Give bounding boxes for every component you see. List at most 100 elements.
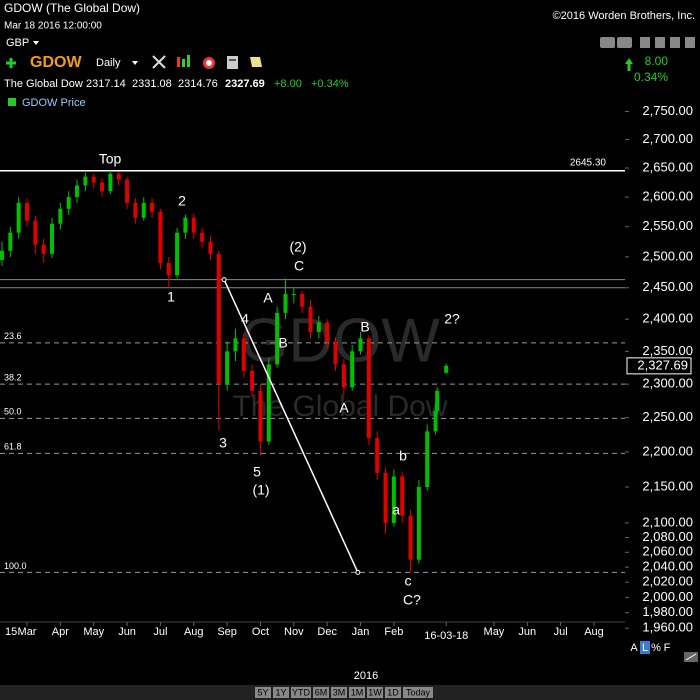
x-tick-label: 16-03-18 xyxy=(424,630,468,642)
currency-dropdown[interactable]: GBP xyxy=(6,37,29,49)
candle-body xyxy=(0,250,5,260)
candle-body xyxy=(358,338,363,352)
range-button-bg[interactable] xyxy=(367,687,383,698)
y-tick-label: 2,100.00 xyxy=(642,514,693,529)
candle-body xyxy=(58,208,63,224)
candle-body xyxy=(125,179,130,203)
wave-label: a xyxy=(392,502,400,518)
dropdown-arrow[interactable] xyxy=(132,61,138,65)
side-change-pct: 0.34% xyxy=(634,70,668,84)
range-button-bg[interactable] xyxy=(313,687,329,698)
quote-high: 2331.08 xyxy=(132,78,172,90)
candle-body xyxy=(300,293,305,307)
candle-body xyxy=(50,223,55,254)
scale-button[interactable]: L xyxy=(642,642,648,654)
last-price-box xyxy=(626,357,692,375)
range-button[interactable]: Today xyxy=(406,687,431,697)
up-arrow xyxy=(625,58,633,71)
window-buttons[interactable] xyxy=(600,37,695,48)
scale-button[interactable]: F xyxy=(664,642,671,654)
range-button-bg[interactable] xyxy=(349,687,365,698)
settings-icon[interactable] xyxy=(684,652,698,662)
range-button-bg[interactable] xyxy=(385,687,401,698)
range-button-bg[interactable] xyxy=(331,687,347,698)
wave-label: 2 xyxy=(178,193,186,209)
symbol[interactable]: GDOW xyxy=(30,54,82,71)
scale-button-bg[interactable] xyxy=(640,641,650,654)
range-button[interactable]: 1M xyxy=(351,687,364,697)
quote-change-pct: +0.34% xyxy=(311,78,349,90)
wave-label: 1 xyxy=(167,289,175,305)
y-tick-label: 1,980.00 xyxy=(642,604,693,619)
range-button-bg[interactable] xyxy=(403,687,433,698)
candle-body xyxy=(291,293,296,295)
x-tick-label: Dec xyxy=(317,626,337,638)
range-button[interactable]: YTD xyxy=(292,687,311,697)
candle-body xyxy=(433,410,438,432)
wave-label: 3 xyxy=(219,435,227,451)
trend-line xyxy=(223,279,359,573)
candle-body xyxy=(100,182,105,192)
range-button[interactable]: 1D xyxy=(387,687,399,697)
range-button[interactable]: 3M xyxy=(333,687,346,697)
add-button[interactable] xyxy=(6,58,16,68)
range-button-bg[interactable] xyxy=(291,687,311,698)
trend-anchor xyxy=(221,277,227,283)
candle-body xyxy=(150,202,155,212)
candle-body xyxy=(141,202,146,218)
year-label: 15 xyxy=(5,626,17,638)
fib-label: 100.0 xyxy=(4,561,27,571)
range-button[interactable]: 5Y xyxy=(257,687,268,697)
x-tick-label: Feb xyxy=(384,626,403,638)
candle-body xyxy=(258,390,263,442)
candle-body xyxy=(191,217,196,233)
candle-body xyxy=(341,364,346,388)
y-tick-label: 2,080.00 xyxy=(642,529,693,544)
x-tick-label: Jul xyxy=(554,626,568,638)
candle-body xyxy=(308,306,313,332)
fib-label: 23.6 xyxy=(4,331,22,341)
wave-label: A xyxy=(339,400,349,416)
wave-label: Top xyxy=(99,151,122,167)
y-tick-label: 2,550.00 xyxy=(642,218,693,233)
candle-body xyxy=(375,438,380,473)
x-tick-label: Mar xyxy=(18,626,37,638)
wave-label: C? xyxy=(403,592,421,608)
toolbar-icons[interactable] xyxy=(152,55,262,69)
candle-body xyxy=(158,211,163,264)
x-tick-label: Nov xyxy=(284,626,304,638)
fib-label: 61.8 xyxy=(4,442,22,452)
range-button-bg[interactable] xyxy=(273,687,289,698)
x-tick-label: May xyxy=(83,626,104,638)
candle-body xyxy=(108,173,113,192)
quote-low: 2314.76 xyxy=(178,78,218,90)
quote-change: +8.00 xyxy=(274,78,302,90)
candle-body xyxy=(166,263,171,276)
candle-body xyxy=(400,476,405,516)
range-button[interactable]: 1Y xyxy=(275,687,286,697)
fib-label: 50.0 xyxy=(4,407,22,417)
wave-label: B xyxy=(278,335,287,351)
range-button[interactable]: 6M xyxy=(315,687,328,697)
range-button-bg[interactable] xyxy=(255,687,271,698)
y-tick-label: 2,700.00 xyxy=(642,131,693,146)
candle-body xyxy=(333,341,338,365)
candle-body xyxy=(350,351,355,388)
dropdown-arrow[interactable] xyxy=(33,41,39,45)
range-button[interactable]: 1W xyxy=(368,687,382,697)
candle-body xyxy=(66,197,71,209)
wave-label: 4 xyxy=(241,311,249,327)
scale-button[interactable]: A xyxy=(630,642,638,654)
candle-body xyxy=(75,185,80,198)
y-tick-label: 2,060.00 xyxy=(642,544,693,559)
wave-label: B xyxy=(360,319,369,335)
scale-button[interactable]: % xyxy=(651,642,661,654)
trend-anchor xyxy=(355,569,361,575)
x-tick-label: Aug xyxy=(184,626,204,638)
x-tick-label: May xyxy=(484,626,505,638)
candle-body xyxy=(241,338,246,371)
x-tick-label: Jun xyxy=(118,626,136,638)
candle-body xyxy=(133,202,138,218)
interval[interactable]: Daily xyxy=(96,57,121,69)
